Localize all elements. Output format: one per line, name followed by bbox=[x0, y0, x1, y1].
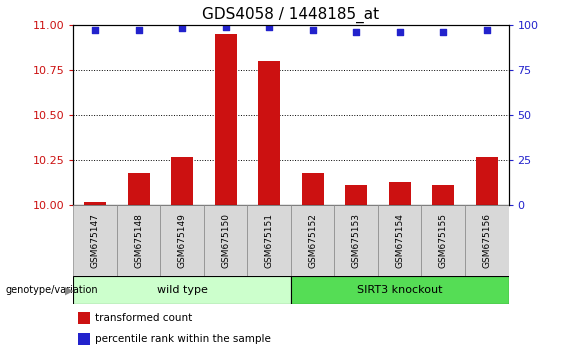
Bar bbox=[302, 173, 324, 205]
Bar bbox=[78, 333, 90, 345]
Bar bbox=[465, 205, 508, 276]
Point bbox=[177, 25, 186, 31]
Point bbox=[264, 24, 274, 29]
Text: SIRT3 knockout: SIRT3 knockout bbox=[357, 285, 442, 295]
Bar bbox=[476, 156, 498, 205]
Bar bbox=[160, 205, 204, 276]
Bar bbox=[215, 34, 237, 205]
Text: percentile rank within the sample: percentile rank within the sample bbox=[95, 334, 271, 344]
Bar bbox=[78, 312, 90, 324]
Point bbox=[134, 27, 144, 33]
Text: GSM675156: GSM675156 bbox=[483, 213, 491, 268]
Bar bbox=[84, 202, 106, 205]
Bar bbox=[378, 205, 421, 276]
Bar bbox=[258, 61, 280, 205]
Point bbox=[90, 27, 100, 33]
Text: GSM675149: GSM675149 bbox=[178, 213, 186, 268]
Bar bbox=[128, 173, 150, 205]
Bar bbox=[117, 205, 160, 276]
Bar bbox=[421, 205, 465, 276]
Bar bbox=[334, 205, 378, 276]
Text: genotype/variation: genotype/variation bbox=[6, 285, 98, 295]
Bar bbox=[432, 185, 454, 205]
Text: transformed count: transformed count bbox=[95, 313, 193, 323]
Bar bbox=[204, 205, 247, 276]
Text: GSM675153: GSM675153 bbox=[352, 213, 360, 268]
Bar bbox=[73, 205, 117, 276]
Bar bbox=[171, 156, 193, 205]
Bar bbox=[389, 182, 411, 205]
Point bbox=[483, 27, 492, 33]
Bar bbox=[73, 276, 291, 304]
Text: ▶: ▶ bbox=[65, 285, 73, 295]
Text: GSM675148: GSM675148 bbox=[134, 213, 143, 268]
Text: GSM675147: GSM675147 bbox=[91, 213, 99, 268]
Text: GSM675155: GSM675155 bbox=[439, 213, 447, 268]
Point bbox=[438, 29, 447, 35]
Text: wild type: wild type bbox=[157, 285, 208, 295]
Text: GSM675152: GSM675152 bbox=[308, 213, 317, 268]
Point bbox=[396, 29, 405, 35]
Point bbox=[221, 24, 231, 29]
Bar bbox=[345, 185, 367, 205]
Text: GSM675154: GSM675154 bbox=[396, 213, 404, 268]
Bar bbox=[291, 205, 334, 276]
Point bbox=[308, 27, 318, 33]
Bar bbox=[247, 205, 291, 276]
Title: GDS4058 / 1448185_at: GDS4058 / 1448185_at bbox=[202, 7, 380, 23]
Bar bbox=[291, 276, 508, 304]
Text: GSM675151: GSM675151 bbox=[265, 213, 273, 268]
Point bbox=[351, 29, 361, 35]
Text: GSM675150: GSM675150 bbox=[221, 213, 230, 268]
